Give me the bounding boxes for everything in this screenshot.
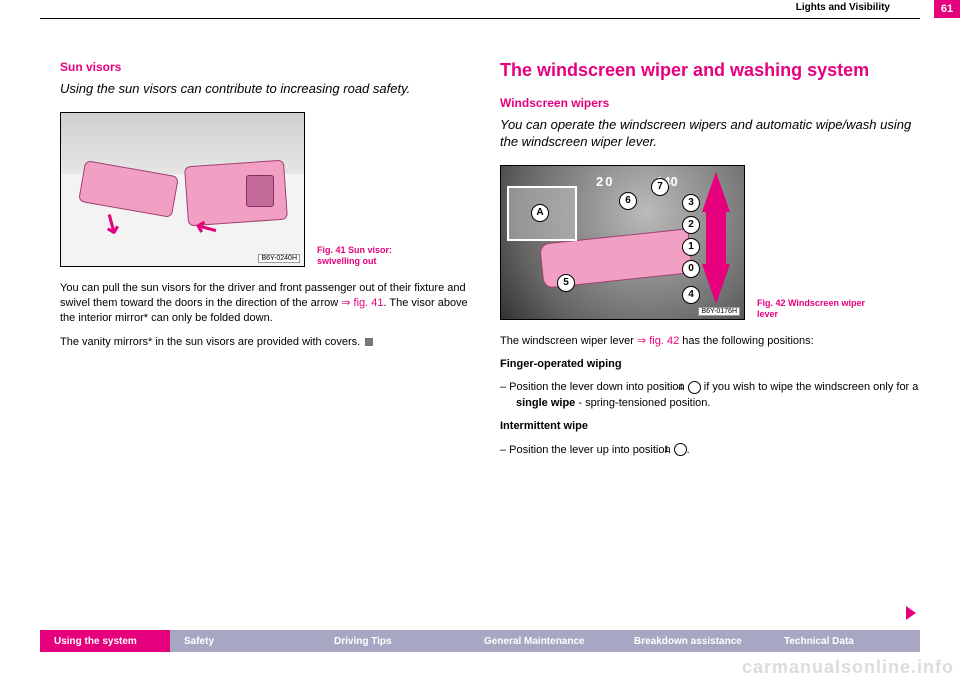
top-rule [40, 18, 920, 19]
pos-6-label: 6 [619, 192, 637, 210]
fig41-caption: Fig. 41 Sun visor: swivelling out [317, 245, 437, 267]
wipers-lead: You can operate the windscreen wipers an… [500, 116, 920, 151]
wipers-para1-b: has the following positions: [679, 335, 814, 347]
nav-spacer-right [920, 630, 960, 652]
watermark: carmanualsonline.info [742, 657, 954, 678]
pos-7-label: 7 [651, 178, 669, 196]
finger-wipe-item: – Position the lever down into position … [500, 380, 920, 411]
sun-visors-heading: Sun visors [60, 60, 480, 74]
sun-visors-lead: Using the sun visors can contribute to i… [60, 80, 480, 98]
pos-A-label: A [531, 204, 549, 222]
bottom-nav: Using the system Safety Driving Tips Gen… [0, 630, 960, 652]
nav-technical-data[interactable]: Technical Data [770, 630, 920, 652]
wipers-para1: The windscreen wiper lever ⇒ fig. 42 has… [500, 334, 920, 349]
dial-num-a: 20 [596, 174, 614, 189]
finger-wipe-heading: Finger-operated wiping [500, 357, 920, 372]
fig41-row: ↘ ↘ B6Y-0240H Fig. 41 Sun visor: swivell… [60, 112, 480, 267]
pos-1-label: 1 [682, 238, 700, 256]
nav-using-system[interactable]: Using the system [40, 630, 170, 652]
nav-spacer-left [0, 630, 40, 652]
li1-a: – Position the lever down into position [500, 381, 688, 393]
li1-strong: single wipe [516, 397, 575, 409]
sun-visors-para2: The vanity mirrors* in the sun visors ar… [60, 335, 480, 350]
intermittent-heading: Intermittent wipe [500, 419, 920, 434]
pos-3-label: 3 [682, 194, 700, 212]
pos-2-label: 2 [682, 216, 700, 234]
wiper-heading: The windscreen wiper and washing system [500, 60, 920, 82]
para2-text: The vanity mirrors* in the sun visors ar… [60, 336, 360, 348]
nav-general-maintenance[interactable]: General Maintenance [470, 630, 620, 652]
intermittent-item: – Position the lever up into position 1. [500, 443, 920, 458]
fig42-ref: ⇒ fig. 42 [637, 335, 679, 347]
nav-safety[interactable]: Safety [170, 630, 320, 652]
fig41-ref: ⇒ fig. 41 [341, 297, 383, 309]
fig41-imgref: B6Y-0240H [258, 254, 300, 263]
li2-b: . [687, 444, 690, 456]
fig41-image: ↘ ↘ B6Y-0240H [60, 112, 305, 267]
li2-a: – Position the lever up into position [500, 444, 674, 456]
pos-0-label: 0 [682, 260, 700, 278]
li1-c: - spring-tensioned position. [575, 397, 710, 409]
end-square-icon [365, 338, 373, 346]
fig42-image: 20 140 3 2 1 0 4 6 7 5 A B6Y-0176H [500, 165, 745, 320]
fig42-row: 20 140 3 2 1 0 4 6 7 5 A B6Y-0176H Fig. … [500, 165, 920, 320]
fig42-imgref: B6Y-0176H [698, 307, 740, 316]
pos-4-label: 4 [682, 286, 700, 304]
wipers-para1-a: The windscreen wiper lever [500, 335, 637, 347]
fig42-caption: Fig. 42 Windscreen wiper lever [757, 298, 877, 320]
wipers-subheading: Windscreen wipers [500, 96, 920, 110]
nav-driving-tips[interactable]: Driving Tips [320, 630, 470, 652]
header-section: Lights and Visibility [796, 2, 890, 13]
li1-b: if you wish to wipe the windscreen only … [701, 381, 919, 393]
circ-1-icon: 1 [674, 443, 687, 456]
circ-4-icon: 4 [688, 381, 701, 394]
right-column: The windscreen wiper and washing system … [500, 60, 920, 466]
page-number: 61 [934, 0, 960, 18]
left-column: Sun visors Using the sun visors can cont… [60, 60, 480, 358]
continue-triangle-icon [906, 606, 916, 620]
sun-visors-para1: You can pull the sun visors for the driv… [60, 281, 480, 327]
pos-5-label: 5 [557, 274, 575, 292]
nav-breakdown[interactable]: Breakdown assistance [620, 630, 770, 652]
